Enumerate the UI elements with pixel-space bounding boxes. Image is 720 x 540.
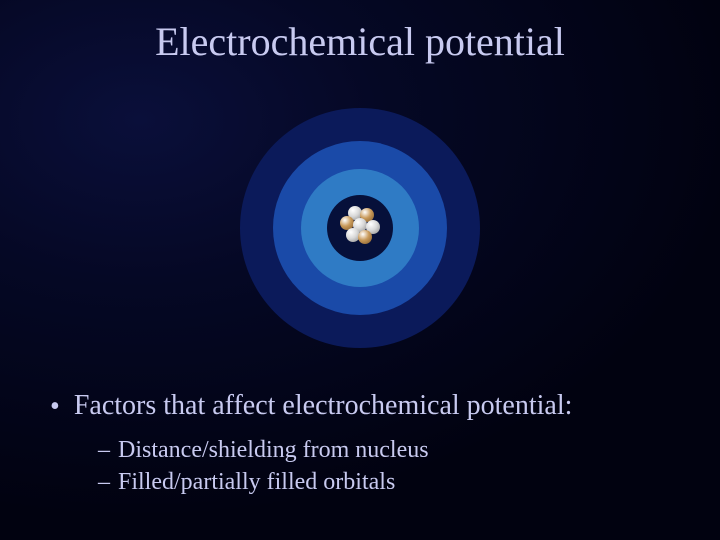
sub-bullet-item: – Distance/shielding from nucleus bbox=[98, 434, 572, 466]
sub-bullet-marker: – bbox=[98, 434, 110, 466]
sub-bullet-item: – Filled/partially filled orbitals bbox=[98, 466, 572, 498]
sub-bullet-text: Filled/partially filled orbitals bbox=[118, 466, 395, 498]
atom-nucleus bbox=[338, 206, 382, 250]
sub-bullet-marker: – bbox=[98, 466, 110, 498]
nucleon bbox=[358, 230, 372, 244]
bullet-marker: • bbox=[50, 390, 60, 424]
bullet-text: Factors that affect electrochemical pote… bbox=[74, 390, 573, 422]
atom-diagram bbox=[235, 103, 485, 353]
sub-bullet-text: Distance/shielding from nucleus bbox=[118, 434, 429, 466]
bullet-item: • Factors that affect electrochemical po… bbox=[50, 390, 572, 424]
page-title: Electrochemical potential bbox=[0, 0, 720, 65]
content-body: • Factors that affect electrochemical po… bbox=[50, 390, 572, 498]
sub-bullet-list: – Distance/shielding from nucleus – Fill… bbox=[98, 434, 572, 499]
